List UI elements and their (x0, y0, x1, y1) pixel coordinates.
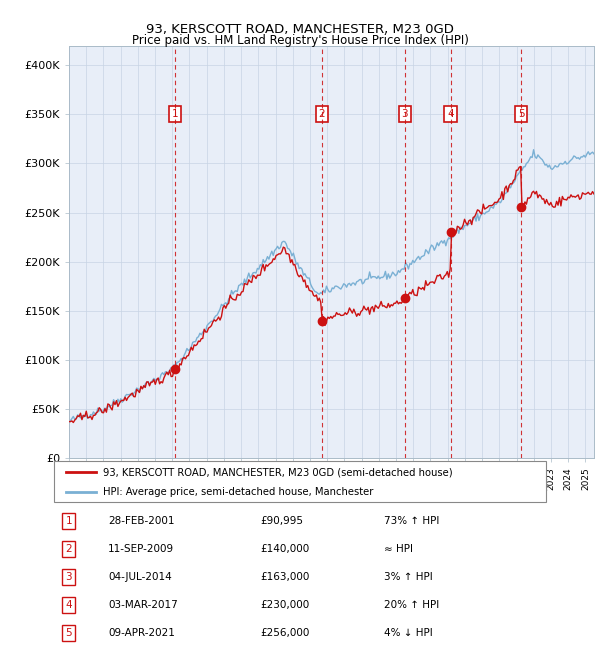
Text: 73% ↑ HPI: 73% ↑ HPI (383, 516, 439, 526)
Text: 3% ↑ HPI: 3% ↑ HPI (383, 572, 433, 582)
Text: 04-JUL-2014: 04-JUL-2014 (108, 572, 172, 582)
Text: £140,000: £140,000 (260, 544, 310, 554)
Text: £230,000: £230,000 (260, 600, 310, 610)
Text: 3: 3 (401, 109, 408, 120)
Text: ≈ HPI: ≈ HPI (383, 544, 413, 554)
Text: 1: 1 (172, 109, 179, 120)
Text: Price paid vs. HM Land Registry's House Price Index (HPI): Price paid vs. HM Land Registry's House … (131, 34, 469, 47)
Text: 5: 5 (518, 109, 524, 120)
Text: 03-MAR-2017: 03-MAR-2017 (108, 600, 178, 610)
Text: 93, KERSCOTT ROAD, MANCHESTER, M23 0GD (semi-detached house): 93, KERSCOTT ROAD, MANCHESTER, M23 0GD (… (103, 467, 453, 477)
Text: 4% ↓ HPI: 4% ↓ HPI (383, 628, 433, 638)
Text: HPI: Average price, semi-detached house, Manchester: HPI: Average price, semi-detached house,… (103, 487, 374, 497)
Text: 2: 2 (319, 109, 325, 120)
Text: £163,000: £163,000 (260, 572, 310, 582)
Text: 93, KERSCOTT ROAD, MANCHESTER, M23 0GD: 93, KERSCOTT ROAD, MANCHESTER, M23 0GD (146, 23, 454, 36)
Text: £256,000: £256,000 (260, 628, 310, 638)
Text: 4: 4 (65, 600, 72, 610)
Text: £90,995: £90,995 (260, 516, 304, 526)
Text: 28-FEB-2001: 28-FEB-2001 (108, 516, 175, 526)
Text: 09-APR-2021: 09-APR-2021 (108, 628, 175, 638)
Text: 2: 2 (65, 544, 72, 554)
Text: 3: 3 (65, 572, 72, 582)
Text: 11-SEP-2009: 11-SEP-2009 (108, 544, 174, 554)
Text: 20% ↑ HPI: 20% ↑ HPI (383, 600, 439, 610)
Text: 1: 1 (65, 516, 72, 526)
Text: 4: 4 (448, 109, 454, 120)
Text: 5: 5 (65, 628, 72, 638)
